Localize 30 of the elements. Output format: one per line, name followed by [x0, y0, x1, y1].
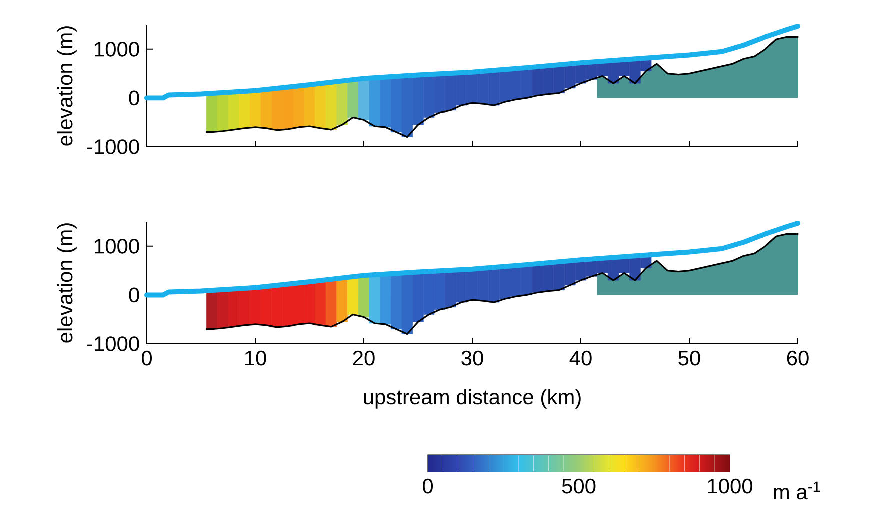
y-tick-label: 0: [129, 288, 140, 303]
bar: [326, 82, 338, 130]
x-tick-label: 0: [142, 350, 152, 366]
color-bar-label: 0: [422, 478, 434, 494]
bar: [326, 279, 338, 328]
line-series: [206, 36, 799, 138]
x-tick-label: 60: [787, 350, 809, 366]
line-series: [144, 220, 800, 298]
x-tick-label: 40: [570, 350, 592, 366]
x-tick-label: 20: [353, 350, 375, 366]
y-tick-label: -1000: [87, 336, 140, 352]
line-series: [144, 24, 800, 101]
bar: [304, 84, 316, 127]
y-tick-label: 0: [129, 90, 140, 106]
bar: [348, 276, 359, 315]
y-tick-label: -1000: [87, 140, 140, 154]
line-series: [206, 233, 799, 336]
x-tick-label: 30: [462, 350, 484, 366]
y-axis-title: elevation (m): [57, 26, 77, 146]
x-tick-label: 50: [678, 350, 700, 366]
bar: [348, 80, 359, 118]
y-tick-label: 1000: [95, 42, 140, 57]
y-axis-title: elevation (m): [57, 224, 77, 343]
bar: [228, 92, 240, 130]
color-bar-label: 1000: [708, 478, 753, 494]
x-axis-title: upstream distance (km): [364, 389, 581, 409]
color-bar-label: 500: [562, 478, 596, 494]
color-bar-title: m a$^{-1}$: [774, 482, 820, 500]
x-tick-label: 10: [245, 350, 266, 366]
y-tick-label: 1000: [95, 238, 140, 254]
